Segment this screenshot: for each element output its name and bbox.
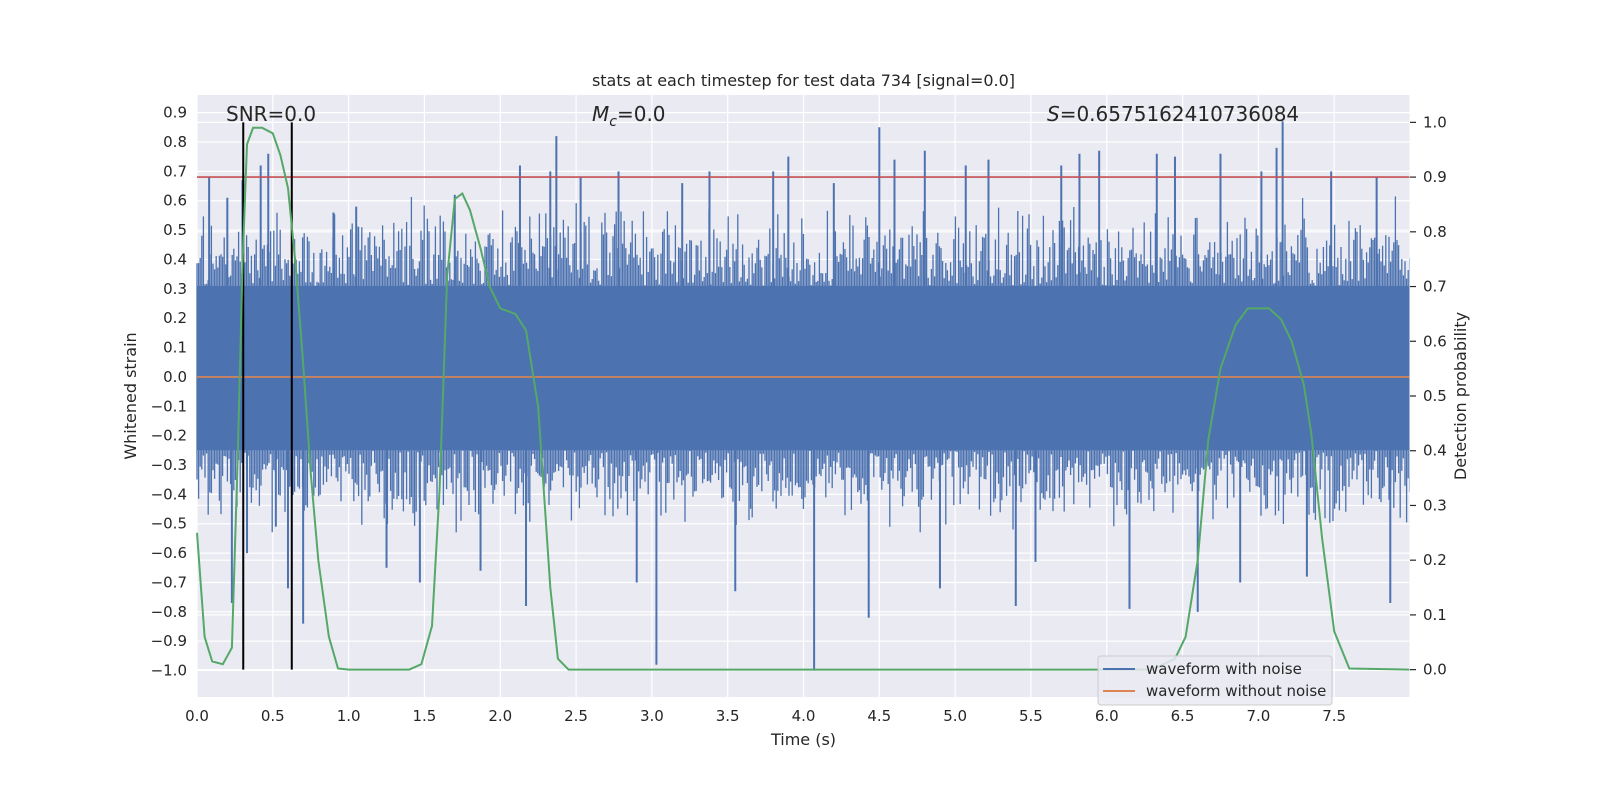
y-tick-label: −0.8 bbox=[151, 603, 187, 621]
x-tick-label: 7.5 bbox=[1322, 707, 1346, 725]
legend-label-clean: waveform without noise bbox=[1146, 682, 1326, 700]
s-value: =0.6575162410736084 bbox=[1060, 102, 1299, 126]
mc-value: =0.0 bbox=[617, 102, 666, 126]
x-tick-label: 1.0 bbox=[337, 707, 361, 725]
y-tick-label: −0.5 bbox=[151, 515, 187, 533]
y-tick-label: −0.7 bbox=[151, 573, 187, 591]
y-tick-label: 0.2 bbox=[163, 309, 187, 327]
detection-probability-line bbox=[196, 126, 1411, 671]
y-tick-label: 0.0 bbox=[163, 368, 187, 386]
x-tick-label: 4.5 bbox=[867, 707, 891, 725]
x-tick-label: 7.0 bbox=[1246, 707, 1270, 725]
y2-tick-label: 0.9 bbox=[1423, 168, 1447, 186]
y2-tick-label: 1.0 bbox=[1423, 113, 1447, 131]
y-tick-label: −0.3 bbox=[151, 456, 187, 474]
x-tick-label: 3.5 bbox=[716, 707, 740, 725]
x-tick-label: 5.5 bbox=[1019, 707, 1043, 725]
y2-tick-label: 0.2 bbox=[1423, 551, 1447, 569]
y2-tick-label: 0.5 bbox=[1423, 387, 1447, 405]
y-tick-label: −0.9 bbox=[151, 632, 187, 650]
y-tick-label: −0.1 bbox=[151, 397, 187, 415]
x-tick-label: 2.5 bbox=[564, 707, 588, 725]
x-tick-label: 5.0 bbox=[943, 707, 967, 725]
legend-box bbox=[1097, 655, 1333, 706]
x-tick-label: 1.5 bbox=[413, 707, 437, 725]
chart-title: stats at each timestep for test data 734… bbox=[592, 71, 1015, 90]
y-tick-label: −1.0 bbox=[151, 662, 187, 680]
y2-tick-label: 0.0 bbox=[1423, 661, 1447, 679]
y-tick-label: 0.8 bbox=[163, 133, 187, 151]
y-axis-label: Whitened strain bbox=[121, 332, 140, 459]
y-tick-label: −0.2 bbox=[151, 427, 187, 445]
y2-tick-label: 0.7 bbox=[1423, 278, 1447, 296]
legend: waveform with noise waveform without noi… bbox=[1097, 655, 1333, 706]
x-tick-label: 0.5 bbox=[261, 707, 285, 725]
x-tick-label: 0.0 bbox=[185, 707, 209, 725]
y-tick-label: 0.3 bbox=[163, 280, 187, 298]
chirp-mass-annotation: Mc=0.0 bbox=[592, 102, 666, 130]
x-tick-label: 6.0 bbox=[1095, 707, 1119, 725]
y2-tick-label: 0.3 bbox=[1423, 496, 1447, 514]
x-tick-label: 3.0 bbox=[640, 707, 664, 725]
s-symbol: S bbox=[1047, 102, 1060, 126]
y2-tick-label: 0.6 bbox=[1423, 332, 1447, 350]
y-tick-label: 0.1 bbox=[163, 339, 187, 357]
y-tick-label: 0.5 bbox=[163, 221, 187, 239]
y-tick-label: −0.6 bbox=[151, 544, 187, 562]
y-tick-label: 0.4 bbox=[163, 250, 187, 268]
y2-tick-label: 0.4 bbox=[1423, 442, 1447, 460]
x-tick-label: 6.5 bbox=[1171, 707, 1195, 725]
snr-annotation: SNR=0.0 bbox=[226, 102, 316, 126]
y2-tick-label: 0.8 bbox=[1423, 223, 1447, 241]
x-tick-label: 2.0 bbox=[488, 707, 512, 725]
x-axis-label: Time (s) bbox=[770, 730, 836, 749]
series-layer bbox=[196, 95, 1411, 697]
noisy-waveform-trace bbox=[196, 196, 1411, 533]
y2-tick-label: 0.1 bbox=[1423, 606, 1447, 624]
score-annotation: S=0.6575162410736084 bbox=[1047, 102, 1299, 126]
y-tick-label: −0.4 bbox=[151, 485, 187, 503]
y-tick-label: 0.7 bbox=[163, 162, 187, 180]
x-tick-label: 4.0 bbox=[792, 707, 816, 725]
mc-symbol: M bbox=[592, 102, 609, 126]
y-tick-label: 0.9 bbox=[163, 104, 187, 122]
y2-axis-label: Detection probability bbox=[1451, 312, 1470, 480]
legend-label-noisy: waveform with noise bbox=[1146, 660, 1302, 678]
y-tick-label: 0.6 bbox=[163, 192, 187, 210]
tick-labels: 0.0 0.5 1.0 1.5 2.0 2.5 3.0 3.5 4.0 4.5 5.0 5.5 6.0 6… bbox=[151, 104, 1447, 725]
mc-subscript: c bbox=[609, 114, 617, 130]
